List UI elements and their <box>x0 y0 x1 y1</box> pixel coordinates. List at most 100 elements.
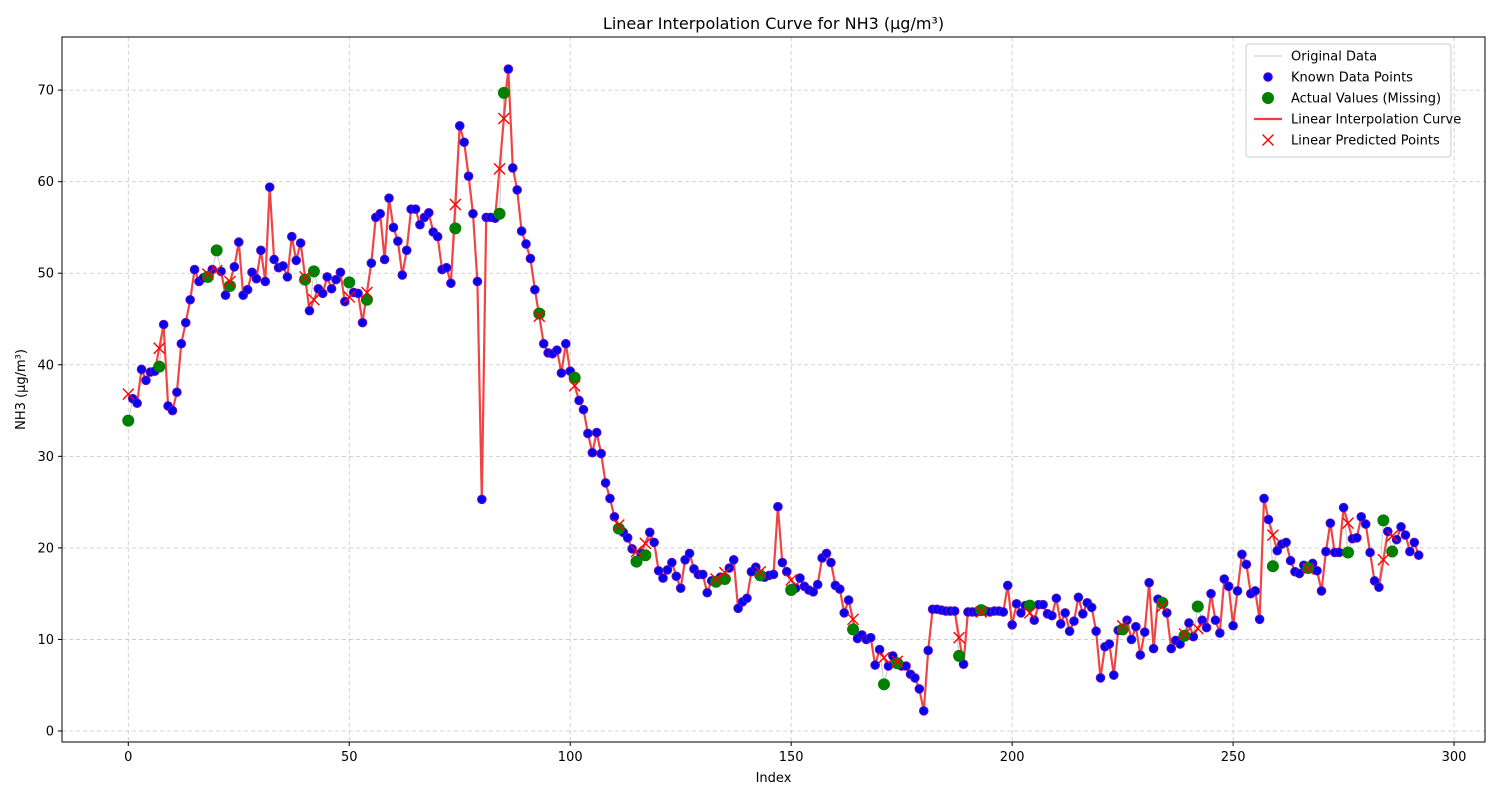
predicted-point <box>1156 600 1169 613</box>
known-data-point <box>998 607 1009 617</box>
known-data-point <box>1223 581 1234 592</box>
known-data-point <box>1064 626 1075 637</box>
known-data-point <box>843 595 854 605</box>
known-data-point <box>530 284 540 295</box>
known-data-point <box>401 245 412 256</box>
known-data-point <box>446 278 456 289</box>
known-data-point <box>1369 576 1380 586</box>
known-data-point <box>397 270 408 280</box>
known-data-point <box>697 569 708 580</box>
known-data-point <box>728 554 739 565</box>
legend-entry-label: Known Data Points <box>1291 71 1413 86</box>
known-data-point <box>1139 627 1150 637</box>
chart-title: Linear Interpolation Curve for NH3 (µg/m… <box>603 14 944 33</box>
data-layer <box>122 64 1424 716</box>
actual-value-point <box>153 360 166 373</box>
known-data-point <box>1078 609 1088 619</box>
known-data-point <box>1108 670 1119 680</box>
known-data-point <box>251 273 262 284</box>
known-data-point <box>839 608 850 618</box>
known-data-point <box>410 204 421 214</box>
known-data-point <box>578 404 589 415</box>
known-data-point <box>658 573 668 583</box>
predicted-point <box>847 613 860 626</box>
legend-swatch-known <box>1263 72 1273 82</box>
known-data-point <box>560 338 571 349</box>
known-data-point <box>812 579 823 590</box>
legend: Original Data Known Data Points Actual Val… <box>1245 43 1461 158</box>
predicted-point <box>568 379 581 392</box>
known-data-point <box>574 395 584 406</box>
actual-value-point <box>1342 546 1355 559</box>
known-data-point <box>269 254 279 265</box>
known-data-point <box>596 448 606 459</box>
known-data-point <box>1060 608 1070 618</box>
known-data-point <box>1091 626 1101 637</box>
known-data-point <box>477 494 487 505</box>
known-data-point <box>326 283 337 294</box>
known-data-point <box>684 548 695 559</box>
y-tick-label: 40 <box>37 358 54 373</box>
known-data-point <box>622 533 633 543</box>
known-data-point <box>649 537 659 548</box>
x-tick-label: 100 <box>558 750 583 765</box>
known-data-point <box>1294 568 1305 579</box>
known-data-point <box>742 593 752 604</box>
known-data-point <box>353 288 363 299</box>
actual-value-point <box>223 280 236 293</box>
known-data-point <box>1201 622 1212 633</box>
predicted-point <box>639 537 652 550</box>
known-data-point <box>1232 586 1243 596</box>
known-data-point <box>220 290 231 300</box>
known-data-point <box>507 163 518 173</box>
known-data-point <box>291 255 302 266</box>
legend-swatch-actual <box>1262 92 1274 104</box>
actual-value-point <box>847 623 860 636</box>
known-data-point <box>662 565 673 575</box>
legend-box <box>1245 43 1452 158</box>
known-data-point <box>384 193 394 203</box>
known-data-point <box>1069 616 1079 626</box>
known-data-point <box>158 319 169 330</box>
known-data-point <box>1184 618 1194 628</box>
predicted-point <box>1386 529 1399 542</box>
predicted-point <box>493 162 506 175</box>
known-data-point <box>1228 620 1238 631</box>
predicted-point <box>953 631 966 644</box>
known-data-point <box>1250 586 1260 596</box>
known-data-point <box>1011 598 1022 609</box>
known-data-point <box>1095 673 1106 683</box>
x-tick-label: 200 <box>1000 750 1025 765</box>
known-data-point <box>826 557 836 568</box>
actual-value-point <box>891 657 904 670</box>
predicted-point <box>891 655 904 668</box>
predicted-point <box>122 388 135 401</box>
predicted-point <box>201 268 214 281</box>
known-data-point <box>247 267 257 278</box>
known-data-point <box>1352 533 1362 543</box>
known-data-point <box>644 527 655 538</box>
known-data-point <box>375 208 385 219</box>
y-tick-label: 0 <box>46 725 54 740</box>
actual-value-point <box>122 414 135 427</box>
known-data-point <box>264 182 275 192</box>
known-data-point <box>287 231 297 242</box>
predicted-point <box>360 286 373 299</box>
actual-value-point <box>497 86 510 99</box>
known-data-point <box>918 706 929 716</box>
known-data-point <box>1272 545 1283 556</box>
known-data-point <box>591 427 602 438</box>
known-data-point <box>667 557 677 568</box>
known-data-point <box>910 673 920 683</box>
known-data-point <box>512 185 522 195</box>
known-data-point <box>865 632 876 643</box>
known-data-point <box>229 262 240 272</box>
known-data-point <box>1047 610 1057 621</box>
actual-value-point <box>612 522 625 535</box>
known-data-point <box>583 428 593 439</box>
y-tick-label: 60 <box>37 175 54 190</box>
known-data-point <box>552 345 562 355</box>
known-data-point <box>189 264 200 275</box>
known-data-point <box>472 276 483 287</box>
